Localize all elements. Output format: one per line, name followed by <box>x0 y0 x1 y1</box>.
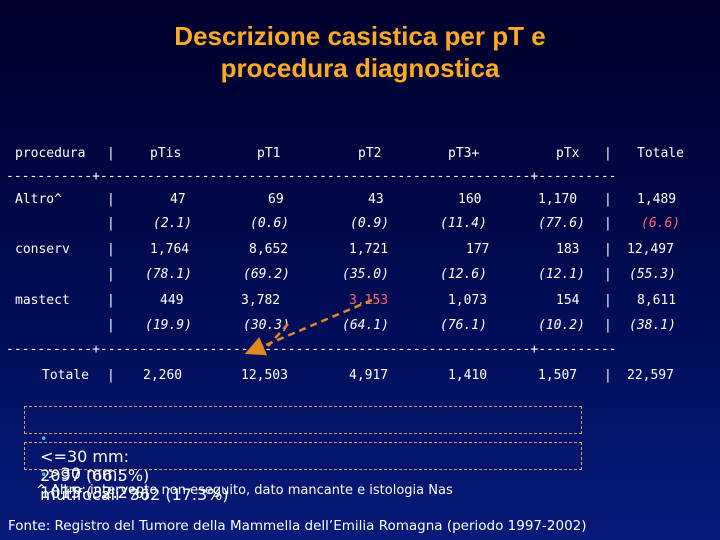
cell-count: 1,170 <box>538 192 578 207</box>
cell-pct: (77.6) <box>538 216 585 231</box>
bullet-icon: • <box>40 432 48 446</box>
title-line-2: procedura diagnostica <box>220 53 500 83</box>
cell-count: 47 <box>170 192 186 207</box>
cell-total-count: 1,410 <box>448 368 488 383</box>
row-divider: | <box>107 368 115 383</box>
cell-pct: (2.1) <box>153 216 193 231</box>
cell-pct: (64.1) <box>342 318 389 333</box>
row-divider: | <box>107 242 115 257</box>
cell-total-count: 4,917 <box>349 368 389 383</box>
row-divider: | <box>604 293 612 308</box>
header-ptis: pTis <box>150 146 182 161</box>
row-divider: | <box>604 192 612 207</box>
size-box-large <box>24 442 582 470</box>
page-title: Descrizione casistica per pT e procedura… <box>0 20 720 84</box>
header-divider: | <box>107 146 115 161</box>
header-pt1: pT1 <box>257 146 281 161</box>
row-divider: | <box>604 368 612 383</box>
row-divider: | <box>604 267 612 282</box>
cell-pct: (69.2) <box>243 267 290 282</box>
row-divider: | <box>604 318 612 333</box>
size-label: <=30 mm: <box>40 447 129 466</box>
cell-pct: (0.9) <box>350 216 390 231</box>
row-divider: | <box>107 267 115 282</box>
cell-pct-total: (55.3) <box>629 267 676 282</box>
header-pt3plus: pT3+ <box>448 146 480 161</box>
header-totale: Totale <box>637 146 684 161</box>
size-box-small <box>24 406 582 434</box>
header-procedura: procedura <box>15 146 86 161</box>
cell-count: 1,764 <box>150 242 190 257</box>
cell-grand-total: 22,597 <box>627 368 674 383</box>
cell-count: 8,652 <box>249 242 289 257</box>
cell-count: 1,721 <box>349 242 389 257</box>
cell-count: 449 <box>160 293 184 308</box>
table-separator-bottom: -----------+----------------------------… <box>6 342 617 357</box>
cell-pct: (10.2) <box>538 318 585 333</box>
cell-pct: (78.1) <box>145 267 192 282</box>
cell-pct: (76.1) <box>440 318 487 333</box>
cell-total: 8,611 <box>637 293 677 308</box>
cell-total-count: 12,503 <box>241 368 288 383</box>
row-label: mastect <box>15 293 70 308</box>
size-label: >30 mm: <box>47 464 123 483</box>
cell-pct-total: (6.6) <box>641 216 681 231</box>
header-ptx: pTx <box>556 146 580 161</box>
size-box-small-text: • <=30 mm: 2097 (66.5%) mutifocali 362 (… <box>30 409 229 504</box>
cell-count: 43 <box>368 192 384 207</box>
table-separator-top: -----------+----------------------------… <box>6 169 617 184</box>
row-label: conserv <box>15 242 70 257</box>
row-divider: | <box>107 293 115 308</box>
cell-pct: (11.4) <box>440 216 487 231</box>
cell-count: 1,073 <box>448 293 488 308</box>
title-line-1: Descrizione casistica per pT e <box>174 21 546 51</box>
cell-pct: (35.0) <box>342 267 389 282</box>
cell-pct: (0.6) <box>250 216 290 231</box>
cell-count-highlight: 3,153 <box>349 293 389 308</box>
size-value: 2097 (66.5%) <box>40 466 150 485</box>
source-citation: Fonte: Registro del Tumore della Mammell… <box>8 518 587 534</box>
header-divider: | <box>604 146 612 161</box>
cell-count: 177 <box>466 242 490 257</box>
multifocal-text: mutifocali 362 (17.3%) <box>40 485 229 504</box>
row-divider: | <box>107 192 115 207</box>
row-divider: | <box>107 318 115 333</box>
cell-count: 183 <box>556 242 580 257</box>
header-pt2: pT2 <box>358 146 382 161</box>
size-value: 1015 (32.2%) <box>40 483 150 502</box>
cell-total: 12,497 <box>627 242 674 257</box>
cell-count: 69 <box>268 192 284 207</box>
row-label: Altro^ <box>15 192 62 207</box>
row-divider: | <box>604 216 612 231</box>
cell-total-count: 2,260 <box>143 368 183 383</box>
footnote: ^ Altro: intervento non eseguito, dato m… <box>36 483 453 498</box>
cell-count: 154 <box>556 293 580 308</box>
row-divider: | <box>604 242 612 257</box>
cell-pct-total: (38.1) <box>629 318 676 333</box>
row-divider: | <box>107 216 115 231</box>
cell-total: 1,489 <box>637 192 677 207</box>
size-box-large-text: •>30 mm: 1015 (32.2%) <box>30 445 149 502</box>
cell-pct: (30.3) <box>243 318 290 333</box>
cell-pct: (19.9) <box>145 318 192 333</box>
cell-pct: (12.1) <box>538 267 585 282</box>
cell-count: 3,782 <box>241 293 281 308</box>
cell-total-count: 1,507 <box>538 368 578 383</box>
cell-count: 160 <box>458 192 482 207</box>
cell-pct: (12.6) <box>440 267 487 282</box>
total-label: Totale <box>42 368 89 383</box>
bullet-icon: • <box>40 468 48 482</box>
